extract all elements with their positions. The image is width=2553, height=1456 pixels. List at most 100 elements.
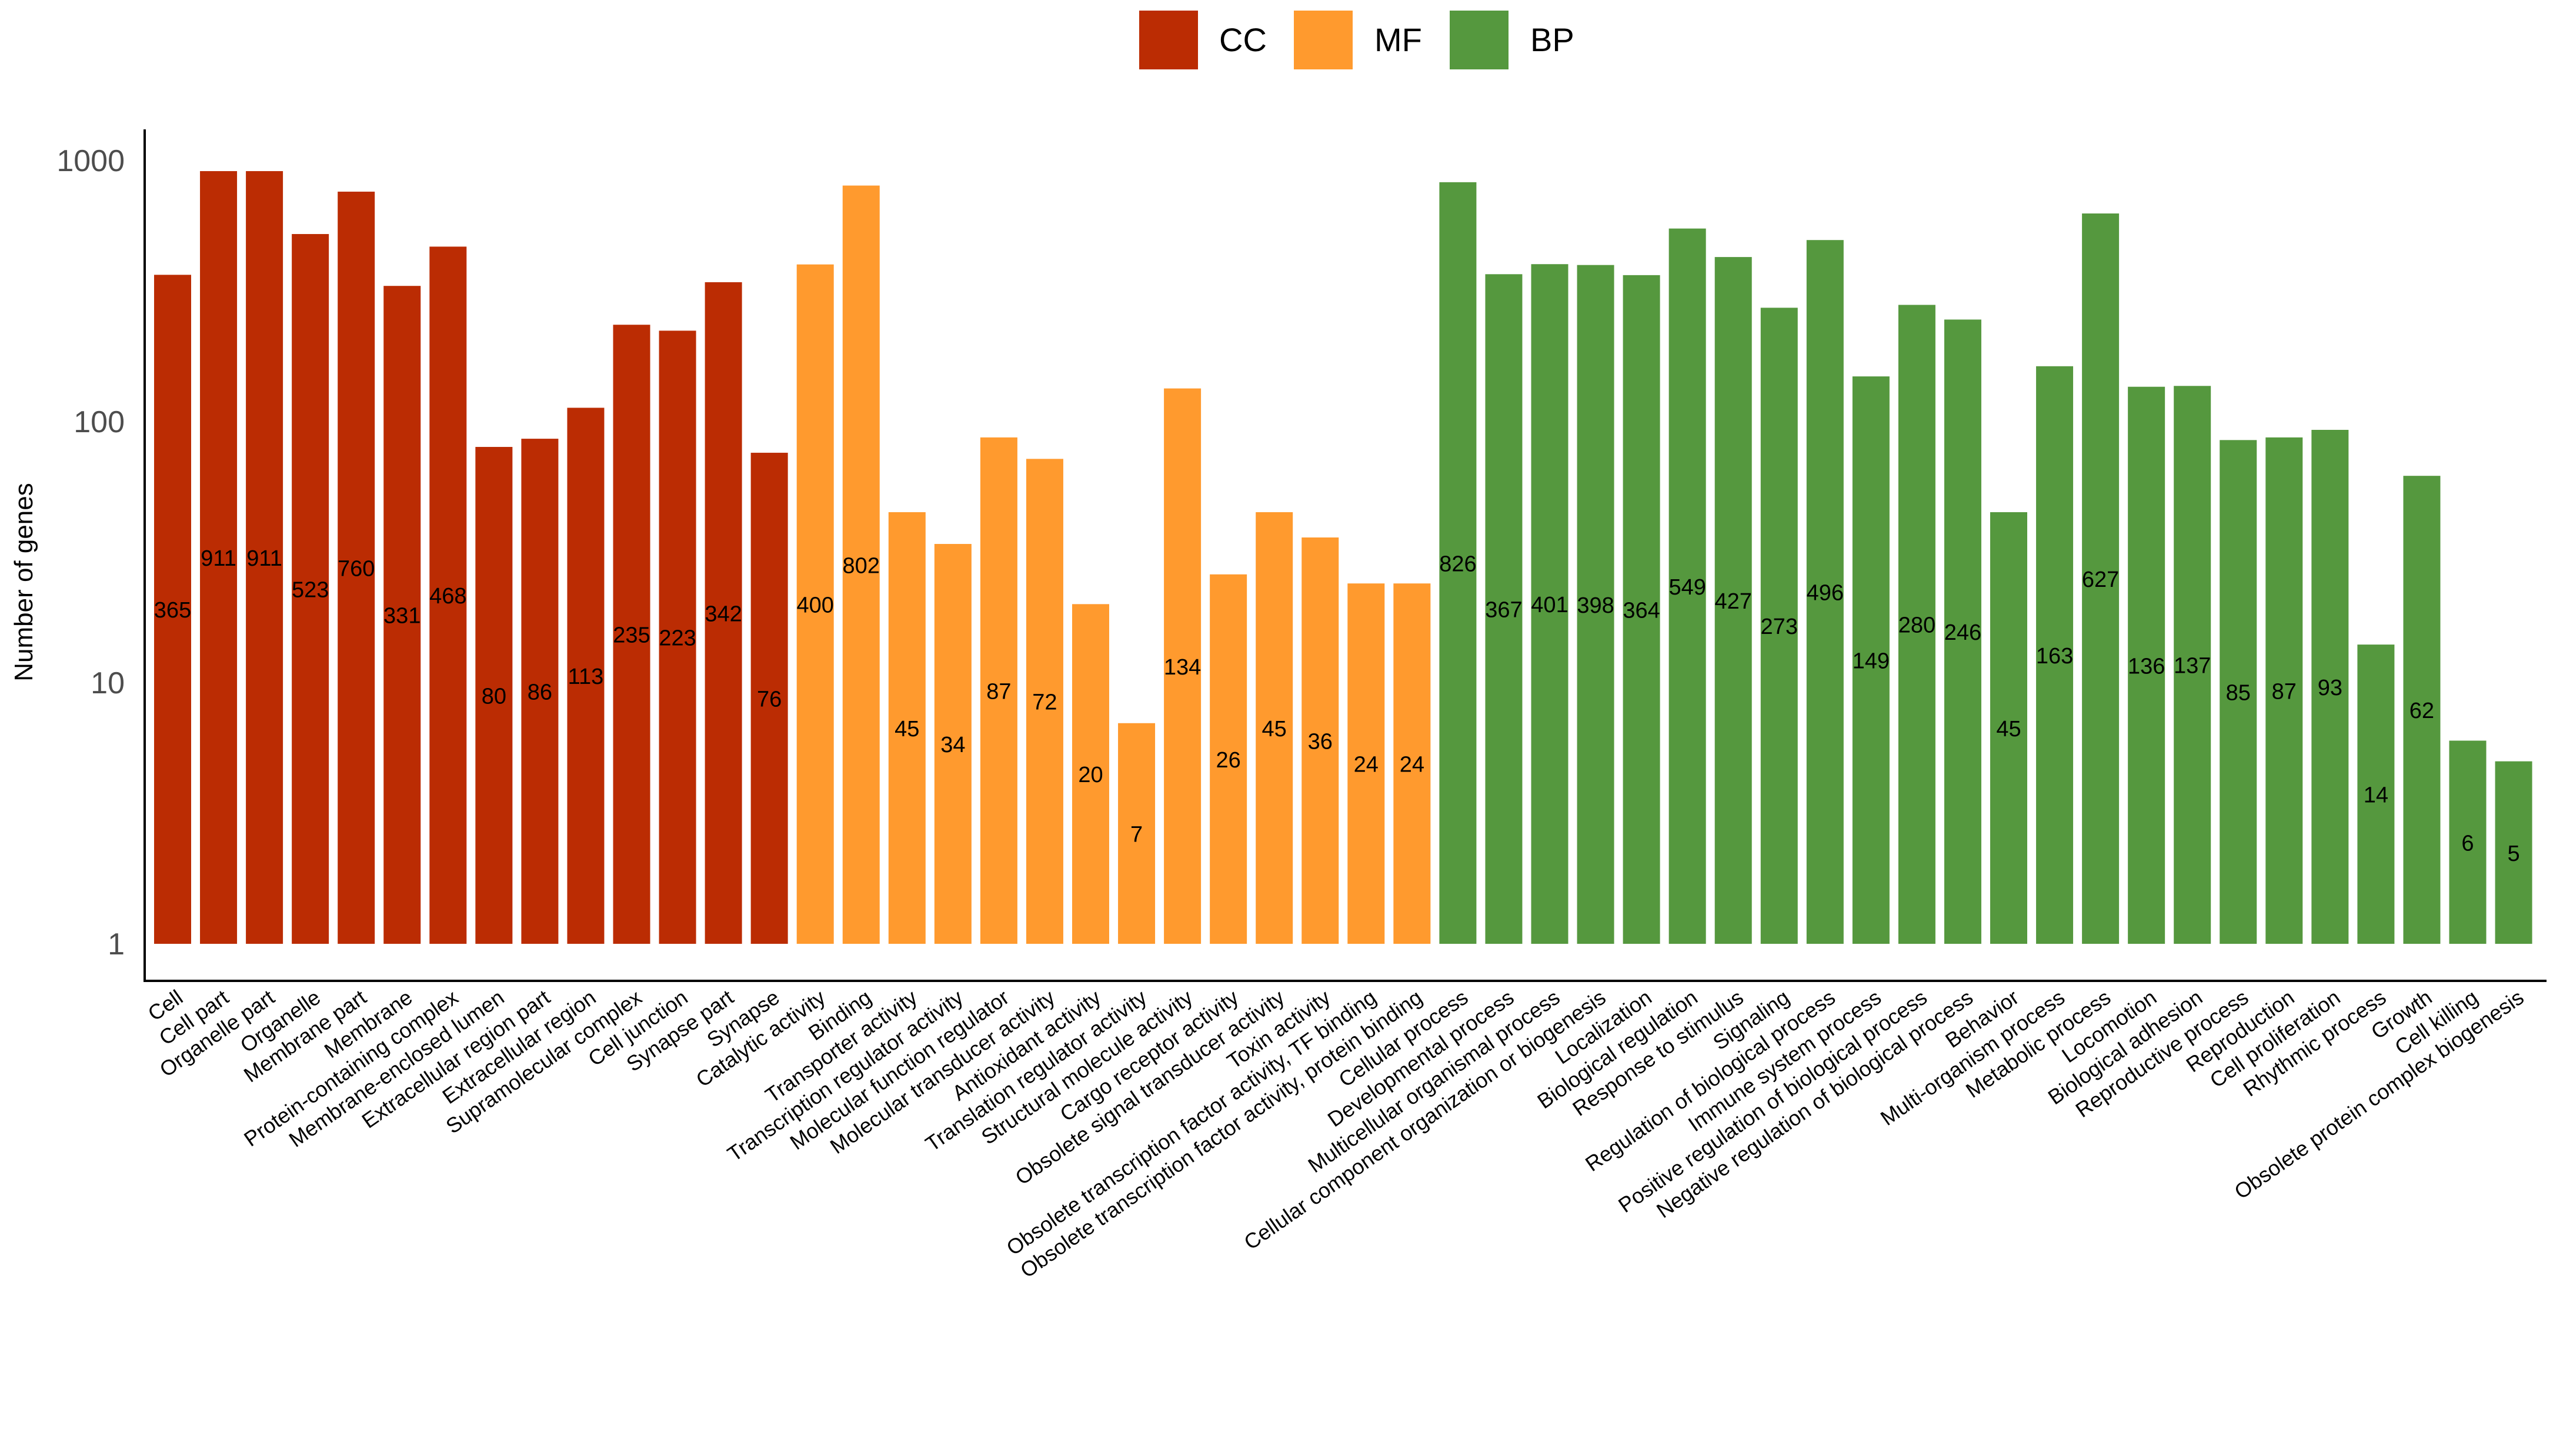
- value-label-20: 20: [1078, 763, 1103, 787]
- value-label-16: 45: [895, 717, 919, 742]
- value-label-4: 760: [338, 556, 375, 581]
- value-label-31: 398: [1577, 593, 1614, 618]
- value-label-27: 24: [1400, 753, 1424, 777]
- value-label-17: 34: [940, 733, 965, 757]
- bar-37: [1852, 376, 1890, 944]
- legend-swatch-mf: [1294, 11, 1353, 69]
- bar-36: [1806, 240, 1844, 944]
- y-axis-title: Number of genes: [9, 483, 38, 682]
- bar-31: [1577, 265, 1614, 944]
- legend-label-mf: MF: [1374, 21, 1422, 58]
- bar-28: [1439, 182, 1477, 944]
- legend-label-bp: BP: [1530, 21, 1574, 58]
- y-tick-label-10: 10: [91, 666, 125, 700]
- value-label-45: 85: [2226, 681, 2251, 706]
- bar-5: [383, 286, 421, 944]
- value-label-38: 280: [1898, 613, 1935, 638]
- bar-26: [1347, 583, 1385, 944]
- bar-29: [1485, 274, 1523, 944]
- bar-27: [1393, 583, 1431, 944]
- bar-3: [292, 233, 329, 944]
- value-label-26: 24: [1354, 753, 1379, 777]
- bar-46: [2265, 437, 2303, 944]
- value-label-32: 364: [1623, 598, 1660, 623]
- bar-8: [521, 439, 559, 944]
- value-label-13: 76: [757, 687, 782, 712]
- bar-20: [1072, 604, 1109, 944]
- value-label-28: 826: [1439, 552, 1476, 576]
- y-tick-label-100: 100: [74, 405, 125, 439]
- value-label-6: 468: [429, 584, 466, 609]
- value-label-18: 87: [986, 679, 1011, 704]
- value-label-42: 627: [2082, 567, 2119, 592]
- value-label-10: 235: [613, 623, 650, 648]
- bar-42: [2082, 213, 2120, 944]
- value-label-19: 72: [1032, 690, 1057, 715]
- bar-49: [2403, 476, 2441, 944]
- bar-41: [2036, 366, 2074, 944]
- legend-swatch-bp: [1450, 11, 1509, 69]
- value-label-48: 14: [2364, 783, 2388, 808]
- value-label-25: 36: [1308, 730, 1333, 754]
- bar-19: [1026, 459, 1063, 944]
- bar-45: [2220, 440, 2257, 944]
- bar-7: [475, 447, 513, 944]
- value-label-14: 400: [796, 593, 833, 617]
- value-label-50: 6: [2461, 831, 2474, 856]
- value-label-41: 163: [2036, 644, 2073, 669]
- bar-50: [2449, 740, 2487, 944]
- bar-33: [1668, 228, 1706, 944]
- value-label-5: 331: [383, 604, 421, 629]
- value-label-43: 136: [2128, 654, 2165, 679]
- bar-17: [934, 544, 972, 944]
- bar-1: [200, 171, 238, 944]
- value-label-1: 911: [201, 546, 236, 571]
- bar-23: [1210, 574, 1247, 944]
- value-label-51: 5: [2507, 841, 2519, 866]
- value-label-21: 7: [1130, 822, 1143, 847]
- value-label-12: 342: [705, 602, 742, 626]
- value-label-22: 134: [1164, 655, 1201, 680]
- value-label-39: 246: [1944, 620, 1981, 645]
- bar-9: [567, 408, 605, 944]
- bar-16: [888, 512, 926, 944]
- bar-25: [1301, 537, 1339, 944]
- bar-43: [2128, 386, 2165, 944]
- bar-34: [1714, 257, 1752, 944]
- bar-15: [842, 185, 880, 944]
- value-label-8: 86: [528, 680, 552, 705]
- bar-47: [2311, 429, 2349, 944]
- bar-12: [705, 282, 742, 944]
- value-label-44: 137: [2174, 654, 2211, 679]
- y-axis-ticks: 1 10 100 1000: [56, 144, 125, 961]
- value-label-34: 427: [1714, 589, 1751, 614]
- value-label-3: 523: [292, 577, 329, 602]
- bar-24: [1256, 512, 1293, 944]
- bar-35: [1760, 308, 1798, 944]
- bar-21: [1118, 723, 1156, 944]
- bar-51: [2495, 761, 2532, 944]
- value-label-35: 273: [1761, 615, 1798, 639]
- value-label-7: 80: [482, 684, 506, 709]
- bar-6: [429, 246, 467, 944]
- bars: [154, 171, 2532, 944]
- bar-11: [659, 330, 696, 944]
- value-label-15: 802: [843, 553, 880, 578]
- bar-30: [1531, 264, 1568, 944]
- value-label-23: 26: [1216, 748, 1241, 773]
- bar-39: [1944, 319, 1981, 944]
- value-label-0: 365: [154, 598, 191, 623]
- value-label-47: 93: [2318, 676, 2342, 700]
- value-label-40: 45: [1996, 717, 2021, 742]
- bar-13: [750, 452, 788, 944]
- value-label-36: 496: [1807, 581, 1844, 606]
- bar-2: [246, 171, 283, 944]
- legend-label-cc: CC: [1219, 21, 1267, 58]
- value-label-37: 149: [1853, 649, 1890, 674]
- bar-40: [1990, 512, 2027, 944]
- bar-44: [2174, 386, 2211, 944]
- value-label-9: 113: [568, 664, 604, 689]
